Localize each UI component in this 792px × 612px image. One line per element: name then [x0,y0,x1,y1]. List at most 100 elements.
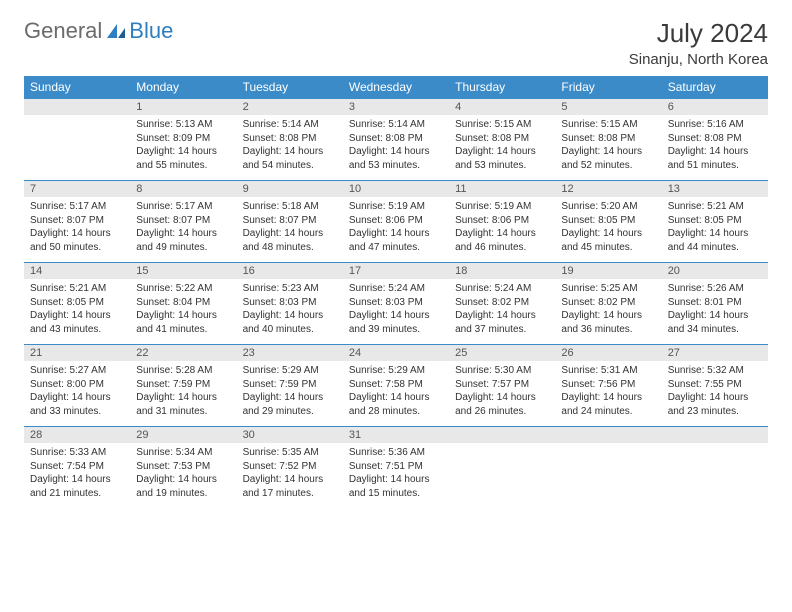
day-text: Sunrise: 5:18 AMSunset: 8:07 PMDaylight:… [237,197,343,262]
day-line: Sunrise: 5:19 AM [349,200,443,214]
day-line: Daylight: 14 hours [561,145,655,159]
logo-sail-icon [107,24,125,38]
day-text [449,443,555,454]
day-number: 3 [343,99,449,115]
day-text: Sunrise: 5:31 AMSunset: 7:56 PMDaylight:… [555,361,661,426]
day-text: Sunrise: 5:22 AMSunset: 8:04 PMDaylight:… [130,279,236,344]
day-text: Sunrise: 5:15 AMSunset: 8:08 PMDaylight:… [555,115,661,180]
day-line: and 43 minutes. [30,323,124,337]
day-line: and 21 minutes. [30,487,124,501]
day-text: Sunrise: 5:14 AMSunset: 8:08 PMDaylight:… [343,115,449,180]
day-line: and 29 minutes. [243,405,337,419]
day-cell: 19Sunrise: 5:25 AMSunset: 8:02 PMDayligh… [555,263,661,345]
day-line: Daylight: 14 hours [349,309,443,323]
day-line: and 19 minutes. [136,487,230,501]
header: General Blue July 2024 Sinanju, North Ko… [24,18,768,68]
day-line: Sunset: 8:05 PM [30,296,124,310]
day-line: Sunrise: 5:15 AM [455,118,549,132]
day-line: Daylight: 14 hours [136,473,230,487]
day-line: Sunrise: 5:28 AM [136,364,230,378]
day-line: and 50 minutes. [30,241,124,255]
day-line: Sunset: 7:56 PM [561,378,655,392]
day-line: and 39 minutes. [349,323,443,337]
day-line: Sunset: 7:59 PM [136,378,230,392]
day-line: Daylight: 14 hours [668,309,762,323]
week-row: 1Sunrise: 5:13 AMSunset: 8:09 PMDaylight… [24,99,768,181]
day-line: Daylight: 14 hours [455,309,549,323]
day-cell: 5Sunrise: 5:15 AMSunset: 8:08 PMDaylight… [555,99,661,181]
day-line: Sunset: 8:06 PM [455,214,549,228]
day-line: Daylight: 14 hours [561,309,655,323]
day-cell: 2Sunrise: 5:14 AMSunset: 8:08 PMDaylight… [237,99,343,181]
day-cell: 4Sunrise: 5:15 AMSunset: 8:08 PMDaylight… [449,99,555,181]
day-line: Sunset: 7:51 PM [349,460,443,474]
day-number: 18 [449,263,555,279]
day-line: Sunset: 8:03 PM [349,296,443,310]
day-line: Daylight: 14 hours [668,145,762,159]
day-number [24,99,130,115]
day-text: Sunrise: 5:25 AMSunset: 8:02 PMDaylight:… [555,279,661,344]
day-line: Sunrise: 5:22 AM [136,282,230,296]
day-line: Sunrise: 5:30 AM [455,364,549,378]
day-line: Sunset: 8:00 PM [30,378,124,392]
day-line: and 17 minutes. [243,487,337,501]
day-line: and 55 minutes. [136,159,230,173]
dow-header-row: Sunday Monday Tuesday Wednesday Thursday… [24,76,768,99]
day-line: and 31 minutes. [136,405,230,419]
day-line: and 47 minutes. [349,241,443,255]
day-cell: 3Sunrise: 5:14 AMSunset: 8:08 PMDaylight… [343,99,449,181]
day-line: Sunrise: 5:14 AM [243,118,337,132]
day-text: Sunrise: 5:13 AMSunset: 8:09 PMDaylight:… [130,115,236,180]
day-text: Sunrise: 5:17 AMSunset: 8:07 PMDaylight:… [24,197,130,262]
day-line: and 28 minutes. [349,405,443,419]
day-line: Daylight: 14 hours [136,391,230,405]
day-line: Sunset: 7:54 PM [30,460,124,474]
day-line: and 44 minutes. [668,241,762,255]
day-text: Sunrise: 5:21 AMSunset: 8:05 PMDaylight:… [24,279,130,344]
day-number: 30 [237,427,343,443]
day-line: Sunrise: 5:19 AM [455,200,549,214]
day-number: 28 [24,427,130,443]
day-cell: 7Sunrise: 5:17 AMSunset: 8:07 PMDaylight… [24,181,130,263]
day-line: Sunset: 8:06 PM [349,214,443,228]
week-row: 28Sunrise: 5:33 AMSunset: 7:54 PMDayligh… [24,427,768,509]
day-number: 13 [662,181,768,197]
day-cell: 28Sunrise: 5:33 AMSunset: 7:54 PMDayligh… [24,427,130,509]
day-cell: 31Sunrise: 5:36 AMSunset: 7:51 PMDayligh… [343,427,449,509]
day-line: Daylight: 14 hours [30,473,124,487]
day-line: Sunrise: 5:32 AM [668,364,762,378]
day-text [555,443,661,454]
day-line: and 37 minutes. [455,323,549,337]
day-number: 25 [449,345,555,361]
day-line: and 46 minutes. [455,241,549,255]
day-line: Sunset: 8:07 PM [243,214,337,228]
day-line: Sunset: 8:09 PM [136,132,230,146]
day-line: Sunrise: 5:24 AM [455,282,549,296]
week-row: 7Sunrise: 5:17 AMSunset: 8:07 PMDaylight… [24,181,768,263]
day-line: Sunrise: 5:34 AM [136,446,230,460]
logo: General Blue [24,18,173,44]
day-cell: 29Sunrise: 5:34 AMSunset: 7:53 PMDayligh… [130,427,236,509]
day-number [555,427,661,443]
day-text: Sunrise: 5:24 AMSunset: 8:02 PMDaylight:… [449,279,555,344]
day-line: Daylight: 14 hours [349,391,443,405]
day-line: Sunrise: 5:15 AM [561,118,655,132]
day-text: Sunrise: 5:32 AMSunset: 7:55 PMDaylight:… [662,361,768,426]
day-line: Daylight: 14 hours [243,473,337,487]
day-line: and 41 minutes. [136,323,230,337]
day-line: Sunrise: 5:36 AM [349,446,443,460]
day-text: Sunrise: 5:16 AMSunset: 8:08 PMDaylight:… [662,115,768,180]
day-cell: 14Sunrise: 5:21 AMSunset: 8:05 PMDayligh… [24,263,130,345]
week-row: 14Sunrise: 5:21 AMSunset: 8:05 PMDayligh… [24,263,768,345]
day-text: Sunrise: 5:15 AMSunset: 8:08 PMDaylight:… [449,115,555,180]
day-number: 23 [237,345,343,361]
dow-thursday: Thursday [449,76,555,99]
day-cell: 21Sunrise: 5:27 AMSunset: 8:00 PMDayligh… [24,345,130,427]
day-line: Sunrise: 5:31 AM [561,364,655,378]
day-line: and 53 minutes. [455,159,549,173]
day-line: Daylight: 14 hours [136,309,230,323]
day-line: and 36 minutes. [561,323,655,337]
dow-friday: Friday [555,76,661,99]
day-number: 14 [24,263,130,279]
day-cell [449,427,555,509]
